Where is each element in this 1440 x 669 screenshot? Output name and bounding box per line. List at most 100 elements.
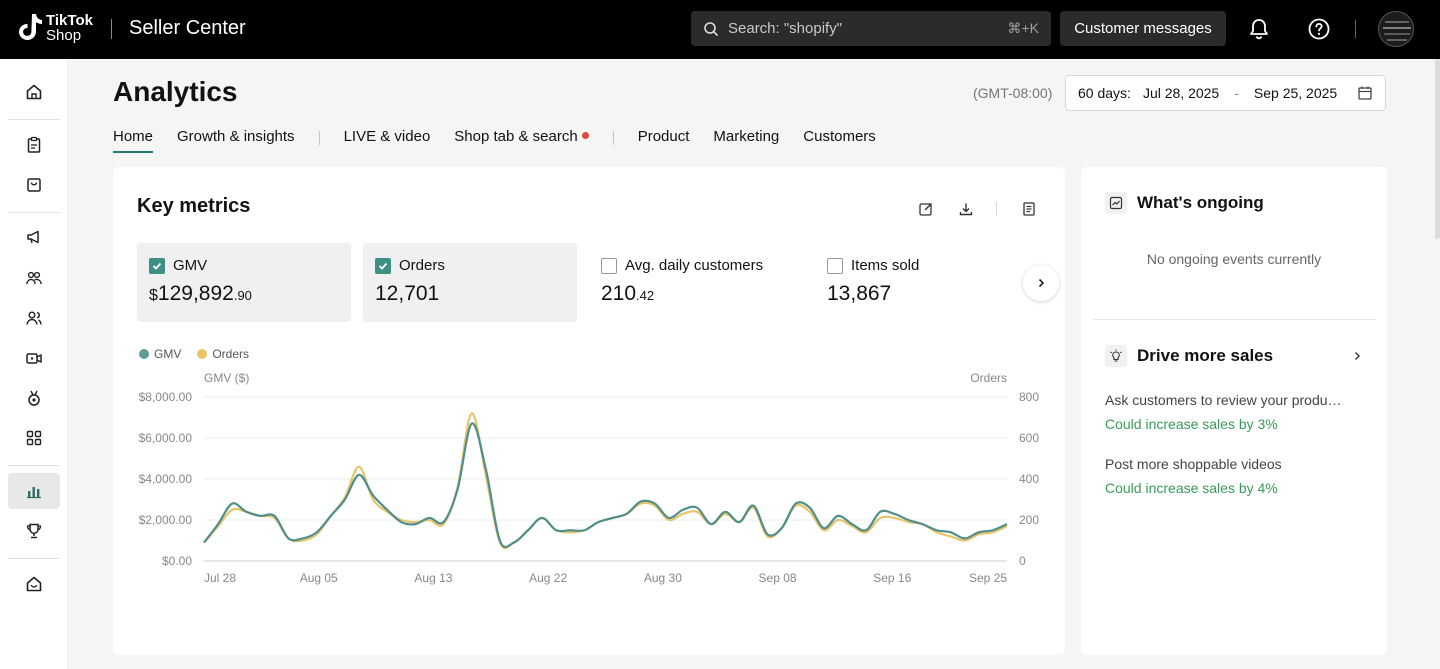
date-end: Sep 25, 2025 (1253, 85, 1338, 101)
bell-icon[interactable] (1247, 17, 1271, 41)
chart-legend: GMV Orders (139, 347, 265, 361)
sidebar-item-live[interactable] (8, 340, 60, 376)
sidebar-item-apps[interactable] (8, 420, 60, 456)
medal-icon (28, 390, 40, 406)
checkbox-checked-icon[interactable] (375, 257, 391, 274)
x-tick-label: Sep 08 (759, 571, 797, 585)
y-tick-label-right: 0 (1019, 554, 1026, 568)
gmv-orders-line-chart: GMV ($) Orders $0.00 0 $2,000.00 200 $4,000.00… (139, 371, 1040, 585)
tab-shop-tab-search-label: Shop tab & search (454, 128, 578, 145)
x-tick-label: Aug 05 (300, 571, 338, 585)
x-tick-label: Sep 25 (969, 571, 1007, 585)
sidebar-item-home[interactable] (8, 74, 60, 110)
document-icon[interactable] (1021, 201, 1037, 217)
legend-item-gmv[interactable]: GMV (139, 347, 181, 361)
tab-marketing[interactable]: Marketing (713, 128, 780, 145)
checkbox-unchecked-icon[interactable] (601, 257, 617, 274)
key-metrics-card: Key metrics GMV $129,892.90 Orders 12,70… (113, 167, 1065, 655)
avatar[interactable] (1378, 11, 1414, 47)
tab-shop-tab-search[interactable]: Shop tab & search (454, 128, 589, 151)
app-title: Seller Center (129, 17, 246, 39)
metrics-next-button[interactable] (1023, 265, 1059, 301)
logo-divider (111, 19, 112, 39)
metric-label: Items sold (851, 257, 920, 274)
checkbox-checked-icon[interactable] (149, 257, 165, 274)
sidebar-divider (8, 558, 60, 559)
metric-label: GMV (173, 257, 208, 274)
tip-title[interactable]: Ask customers to review your products (1105, 392, 1345, 408)
sidebar-item-customers[interactable] (8, 300, 60, 336)
legend-label: GMV (154, 347, 182, 361)
customer-messages-button[interactable]: Customer messages (1060, 11, 1226, 46)
search-icon (704, 21, 719, 36)
page-scrollbar[interactable] (1435, 59, 1440, 239)
tab-live-video[interactable]: LIVE & video (343, 128, 431, 145)
metric-card-items-sold[interactable]: Items sold 13,867 (815, 243, 1029, 322)
date-range-preset: 60 days: (1078, 85, 1131, 101)
sidebar-divider (8, 119, 60, 120)
shop-icon (26, 576, 42, 592)
home-icon (26, 84, 42, 100)
orders-series-line (203, 412, 1008, 550)
chevron-right-icon (1355, 352, 1360, 360)
whats-ongoing-header: What's ongoing (1105, 192, 1264, 214)
product-box-icon (27, 178, 41, 192)
tiktok-shop-logo[interactable]: TikTok Shop (16, 12, 93, 44)
tab-customers[interactable]: Customers (803, 128, 876, 145)
logo-line2: Shop (46, 27, 82, 44)
edit-icon[interactable] (918, 201, 934, 217)
x-tick-label: Aug 30 (644, 571, 682, 585)
right-panel: What's ongoing No ongoing events current… (1081, 167, 1387, 655)
whats-ongoing-title: What's ongoing (1137, 193, 1264, 212)
users-icon (26, 311, 42, 325)
sidebar-item-analytics[interactable] (8, 473, 60, 509)
metric-card-avg-daily-customers[interactable]: Avg. daily customers 210.42 (589, 243, 803, 322)
no-ongoing-events: No ongoing events currently (1146, 251, 1322, 267)
sidebar-divider (8, 465, 60, 466)
sidebar-item-growth[interactable] (8, 380, 60, 416)
help-icon[interactable] (1307, 17, 1331, 41)
key-metrics-title: Key metrics (137, 195, 251, 217)
tip-subtitle: Could increase sales by 4% (1105, 480, 1278, 496)
x-tick-label: Jul 28 (204, 571, 236, 585)
y-tick-label-right: 800 (1019, 390, 1039, 404)
sidebar-item-marketing[interactable] (8, 219, 60, 255)
tab-growth-insights[interactable]: Growth & insights (177, 128, 295, 145)
sidebar-item-products[interactable] (8, 167, 60, 203)
panel-divider (1093, 319, 1375, 320)
drive-more-sales-header[interactable]: Drive more sales (1105, 345, 1363, 367)
y-tick-label-right: 400 (1019, 472, 1039, 486)
sidebar-item-affiliate[interactable] (8, 260, 60, 296)
y-tick-label-left: $0.00 (162, 554, 192, 568)
sidebar-item-rewards[interactable] (8, 513, 60, 549)
x-tick-label: Aug 22 (529, 571, 567, 585)
checkbox-unchecked-icon[interactable] (827, 257, 843, 274)
notification-dot (581, 132, 589, 139)
y-tick-label-right: 600 (1019, 431, 1039, 445)
x-tick-label: Sep 16 (873, 571, 911, 585)
bar-chart-icon (27, 487, 41, 499)
calendar-icon (1358, 86, 1372, 100)
analytics-tabs: Home Growth & insights LIVE & video Shop… (113, 128, 900, 156)
metric-card-orders[interactable]: Orders 12,701 (363, 243, 577, 322)
search-bar[interactable]: Search: "shopify" ⌘+K (691, 11, 1051, 46)
left-axis-title: GMV ($) (204, 371, 249, 385)
metric-decimal: .90 (233, 288, 252, 303)
tip-title[interactable]: Post more shoppable videos (1105, 456, 1282, 472)
tab-home[interactable]: Home (113, 128, 154, 153)
y-tick-label-left: $6,000.00 (139, 431, 193, 445)
date-range-picker[interactable]: 60 days: Jul 28, 2025 - Sep 25, 2025 (1065, 75, 1386, 111)
key-metrics-toolbar (894, 201, 1037, 217)
sidebar-item-orders[interactable] (8, 127, 60, 163)
topbar-divider (1355, 20, 1356, 38)
metric-card-gmv[interactable]: GMV $129,892.90 (137, 243, 351, 322)
tab-divider (318, 131, 320, 145)
legend-item-orders[interactable]: Orders (197, 347, 249, 361)
download-icon[interactable] (958, 201, 974, 217)
chevron-right-icon (1038, 278, 1045, 288)
sidebar-item-shop[interactable] (8, 566, 60, 602)
tab-product[interactable]: Product (637, 128, 690, 145)
video-camera-icon (26, 353, 42, 364)
megaphone-icon (27, 230, 39, 244)
date-separator: - (1234, 85, 1239, 101)
